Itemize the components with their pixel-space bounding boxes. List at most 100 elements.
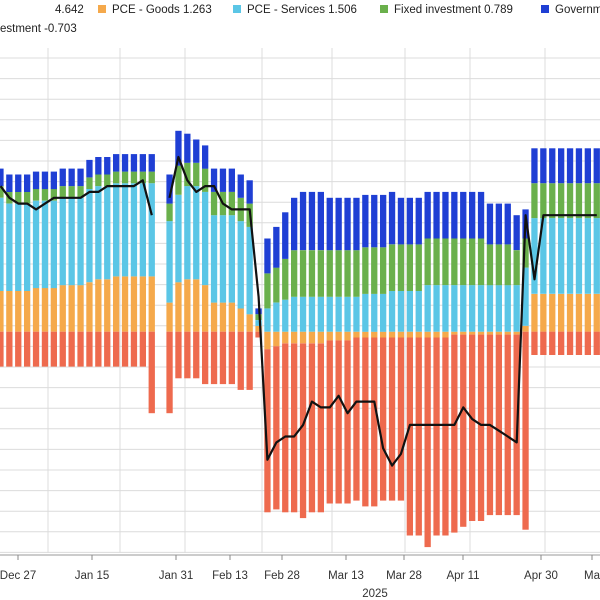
bar-government (593, 148, 600, 184)
bar-government (335, 197, 342, 251)
bar-government (406, 197, 413, 245)
bar-net-exports (86, 331, 93, 367)
total-line (168, 155, 597, 467)
bar-government (41, 171, 49, 190)
bar-net-exports (317, 343, 324, 513)
chart-legend: 4.642 PCE - Goods 1.263 PCE - Services 1… (0, 0, 600, 48)
bar-net-exports (451, 334, 458, 533)
x-tick-label: Mar 28 (386, 570, 422, 582)
bar-government (371, 194, 378, 248)
bar-net-exports (469, 334, 476, 521)
bar-fixed-investment (406, 244, 413, 291)
bar-government (353, 197, 360, 251)
bar-pce-services (477, 285, 485, 332)
bar-government (575, 148, 583, 184)
bar-pce-services (299, 296, 307, 332)
bar-fixed-investment (495, 244, 502, 286)
bar-net-exports (282, 343, 289, 513)
bar-fixed-investment (326, 250, 333, 297)
bar-fixed-investment (193, 162, 200, 187)
bar-fixed-investment (353, 250, 360, 297)
x-tick-label: Mar 13 (328, 570, 364, 582)
bar-pce-services (68, 197, 75, 286)
bar-government (540, 148, 547, 184)
bar-government (104, 157, 111, 175)
bar-net-exports (362, 337, 369, 507)
bar-government (139, 154, 146, 172)
bar-fixed-investment (540, 183, 547, 219)
bar-pce-goods (104, 279, 111, 332)
bar-net-exports (41, 331, 49, 367)
bar-fixed-investment (513, 250, 520, 286)
bar-government (308, 191, 316, 251)
bar-net-exports (335, 340, 342, 504)
bar-pce-services (291, 296, 298, 332)
bar-government (504, 203, 511, 245)
bar-government (166, 174, 173, 204)
bar-pce-services (166, 221, 173, 303)
bar-government (264, 238, 271, 274)
bar-pce-goods (139, 276, 146, 332)
bar-pce-services (335, 296, 342, 332)
bar-net-exports (246, 331, 253, 390)
bar-pce-goods (558, 293, 565, 332)
bar-pce-goods (6, 290, 13, 332)
bar-fixed-investment (433, 238, 440, 286)
bar-pce-goods (388, 331, 396, 338)
x-tick-label: Ma (584, 570, 600, 582)
bar-pce-goods (335, 331, 342, 341)
bar-pce-goods (121, 276, 129, 332)
bar-fixed-investment (121, 171, 129, 184)
bar-fixed-investment (299, 250, 307, 297)
bar-pce-goods (255, 325, 262, 332)
bar-net-exports (299, 343, 307, 519)
bar-government (549, 148, 556, 184)
bar-fixed-investment (104, 174, 111, 187)
bar-pce-goods (353, 331, 360, 338)
x-tick-label: Jan 15 (75, 570, 110, 582)
bar-pce-services (531, 218, 538, 294)
bar-pce-goods (522, 325, 529, 332)
bar-pce-goods (59, 285, 66, 332)
bar-fixed-investment (397, 244, 405, 291)
chart-svg: Dec 27 Jan 15 Jan 31 Feb 13 Feb 28 Mar 13 Mar … (0, 48, 600, 600)
bar-pce-goods (397, 331, 405, 338)
bar-government (388, 191, 396, 245)
bar-net-exports (549, 331, 556, 355)
bar-net-exports (273, 346, 280, 510)
bar-government (32, 171, 40, 190)
bar-fixed-investment (371, 247, 378, 294)
bar-pce-goods (593, 293, 600, 332)
bar-fixed-investment (415, 244, 422, 291)
bar-pce-services (41, 200, 49, 289)
bar-pce-goods (246, 314, 253, 332)
bar-government (50, 171, 57, 190)
bar-pce-services (59, 197, 66, 286)
bar-pce-goods (0, 290, 4, 332)
bar-pce-goods (77, 285, 84, 332)
x-tick-label: Apr 11 (446, 570, 479, 582)
bar-net-exports (166, 331, 173, 414)
bar-fixed-investment (335, 250, 342, 297)
bar-government (219, 168, 227, 192)
bar-fixed-investment (50, 189, 57, 201)
bar-pce-services (95, 186, 102, 280)
bar-pce-goods (15, 290, 22, 332)
bar-government (584, 148, 591, 184)
legend-item-pce-goods: PCE - Goods 1.263 (98, 4, 212, 16)
bar-pce-goods (282, 331, 289, 344)
bar-pce-goods (299, 331, 307, 344)
bar-fixed-investment (113, 171, 120, 184)
bar-pce-services (406, 290, 413, 332)
bar-pce-services (540, 218, 547, 294)
bar-government (86, 159, 93, 178)
bar-pce-services (549, 218, 556, 294)
bar-pce-goods (575, 293, 583, 332)
legend-label-pce-services: PCE - Services 1.506 (247, 4, 357, 16)
legend-total-value: 4.642 (55, 4, 84, 16)
bar-net-exports (0, 331, 4, 367)
bar-pce-goods (424, 331, 431, 338)
bar-net-exports (264, 349, 271, 513)
bar-pce-goods (584, 293, 591, 332)
bar-net-exports (202, 331, 209, 385)
